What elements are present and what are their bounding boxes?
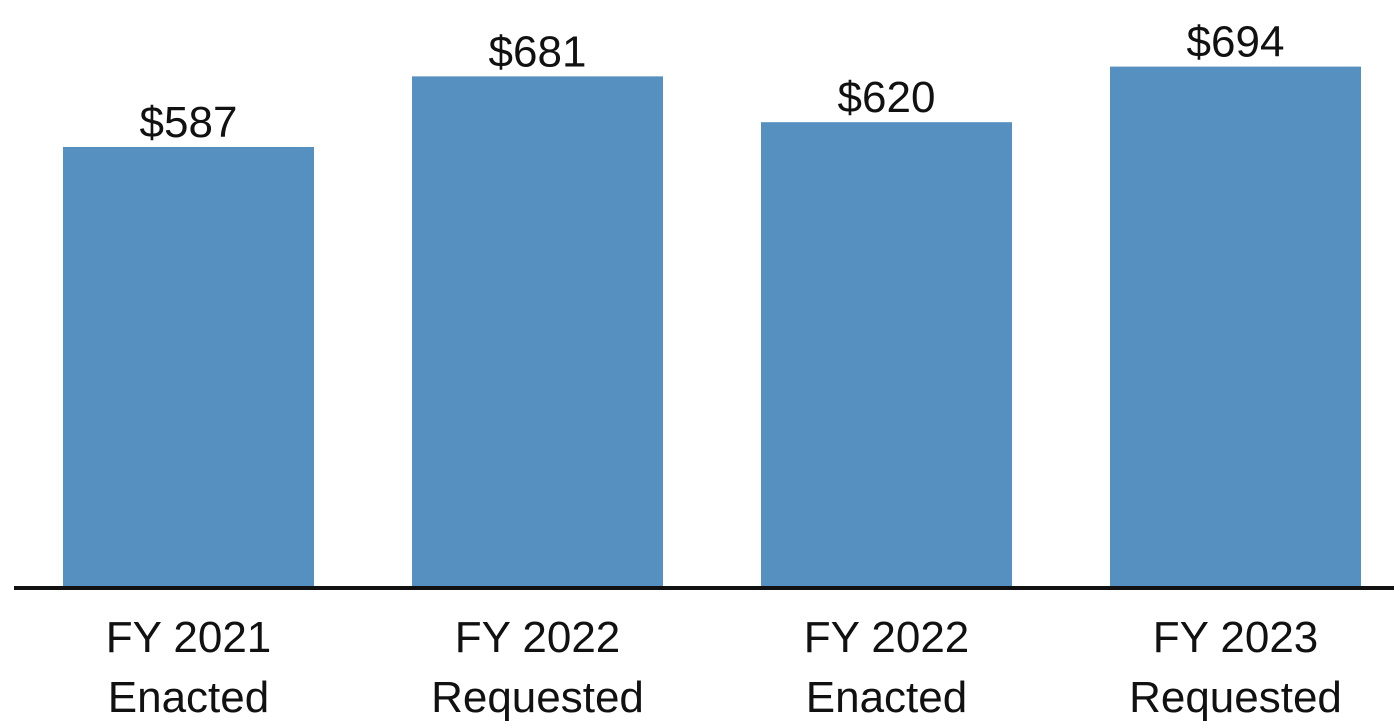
value-label: $587 [140,98,238,147]
x-tick-label: FY 2022 Enacted [804,613,970,722]
x-tick-label: FY 2022 Requested [431,613,644,722]
bar [1110,66,1361,589]
value-label: $620 [838,73,936,122]
bar [761,122,1012,588]
x-tick-label: FY 2023 Requested [1129,613,1342,722]
x-tick-label: FY 2021 Enacted [106,613,272,722]
bar [412,76,663,589]
value-label: $694 [1187,18,1285,67]
value-label: $681 [489,27,587,76]
bar [63,146,314,589]
